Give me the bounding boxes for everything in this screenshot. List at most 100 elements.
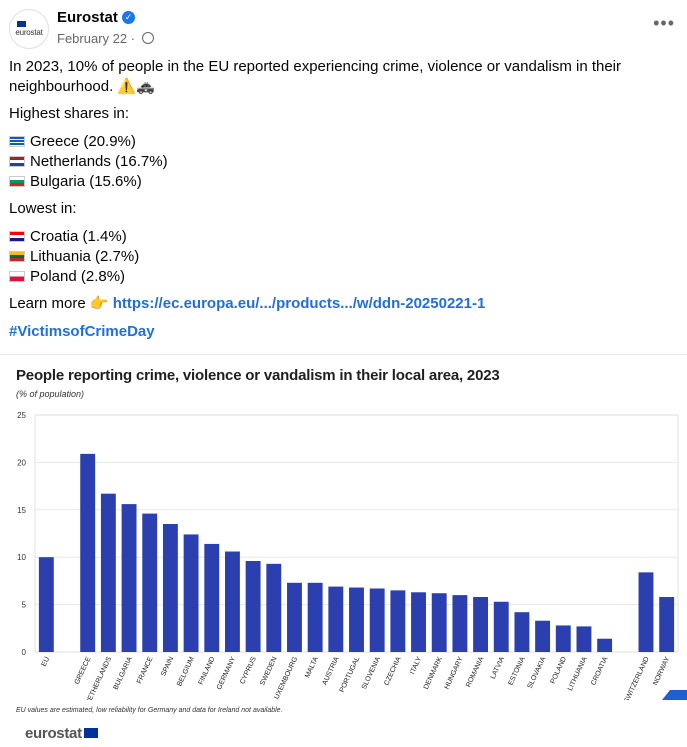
highest-item-label: Bulgaria (15.6%) [30, 173, 142, 190]
bar [411, 592, 426, 652]
bar [597, 638, 613, 652]
bar [473, 597, 489, 652]
bar [183, 534, 199, 652]
highest-item: Netherlands (16.7%) [9, 152, 168, 172]
lowest-label: Lowest in: [9, 200, 77, 217]
x-tick-label: LITHUANIA [567, 656, 589, 692]
x-tick-label: FRANCE [136, 656, 155, 685]
corner-ribbon-decoration [662, 690, 687, 700]
post-text: In 2023, 10% of people in the EU reporte… [9, 57, 669, 97]
x-tick-label: ESTONIA [507, 656, 526, 687]
bar [576, 626, 592, 652]
bar [659, 597, 675, 652]
post-header: eurostat Eurostat ✓ February 22 · ••• [0, 0, 687, 56]
bar [142, 513, 158, 652]
highest-item: Bulgaria (15.6%) [9, 172, 142, 192]
bar [100, 493, 116, 652]
croatia-flag-icon [9, 231, 25, 242]
greece-flag-icon [9, 136, 25, 147]
lowest-item-label: Lithuania (2.7%) [30, 248, 140, 265]
lithuania-flag-icon [9, 251, 25, 262]
chart-subtitle: (% of population) [16, 389, 85, 399]
chart-title: People reporting crime, violence or vand… [16, 367, 500, 384]
x-tick-label: CZECHIA [383, 656, 402, 687]
article-link[interactable]: https://ec.europa.eu/.../products.../w/d… [112, 295, 486, 312]
x-tick-label: ITALY [409, 656, 423, 676]
x-tick-label: BULGARIA [113, 656, 134, 691]
eu-flag-icon [83, 728, 98, 738]
eurostat-logo: eurostat [25, 725, 98, 742]
globe-icon [141, 32, 154, 44]
lowest-item: Croatia (1.4%) [9, 227, 127, 247]
highest-label: Highest shares in: [9, 105, 130, 122]
bar [307, 582, 323, 652]
x-tick-label: SLOVENIA [361, 656, 382, 691]
x-tick-label: EU [41, 656, 51, 668]
x-tick-label: AUSTRIA [321, 656, 340, 687]
post-date[interactable]: February 22 [57, 31, 128, 46]
bulgaria-flag-icon [9, 176, 25, 187]
x-tick-label: DENMARK [423, 656, 444, 691]
y-tick-label: 15 [17, 506, 26, 515]
bar [121, 504, 137, 652]
bar [514, 612, 530, 652]
lowest-item-label: Croatia (1.4%) [30, 228, 127, 245]
x-tick-label: SLOVAKIA [527, 656, 548, 690]
y-tick-label: 25 [17, 411, 26, 420]
verified-badge-icon: ✓ [122, 11, 135, 24]
bar [266, 563, 282, 652]
y-tick-label: 20 [17, 458, 26, 467]
brand-label: eurostat [25, 725, 82, 742]
x-tick-label: PORTUGAL [339, 656, 362, 694]
avatar-label: eurostat [15, 28, 43, 37]
chart-image[interactable]: People reporting crime, violence or vand… [0, 354, 687, 747]
x-tick-label: GREECE [74, 656, 93, 686]
y-tick-label: 0 [22, 648, 27, 657]
x-tick-label: FINLAND [198, 656, 217, 686]
meta-separator: · [130, 31, 136, 46]
bar [535, 620, 551, 652]
highest-item: Greece (20.9%) [9, 132, 136, 152]
lowest-item: Lithuania (2.7%) [9, 247, 139, 267]
bar [80, 453, 96, 652]
x-tick-label: SWITZERLAND [623, 656, 651, 700]
bar [555, 625, 571, 652]
post-meta: February 22 · [57, 31, 154, 46]
bar [245, 560, 261, 652]
x-tick-label: CROATIA [590, 656, 609, 687]
netherlands-flag-icon [9, 156, 25, 167]
x-tick-label: SWEDEN [259, 656, 278, 687]
bar [224, 551, 240, 652]
hashtag-link[interactable]: #VictimsofCrimeDay [9, 323, 155, 340]
x-tick-label: SPAIN [160, 656, 175, 678]
highest-item-label: Netherlands (16.7%) [30, 153, 168, 170]
learn-more-line: Learn more 👉 https://ec.europa.eu/.../pr… [9, 294, 485, 314]
lowest-item-label: Poland (2.8%) [30, 268, 126, 285]
lowest-item: Poland (2.8%) [9, 267, 125, 287]
more-options-button[interactable]: ••• [653, 13, 675, 33]
avatar[interactable]: eurostat [9, 9, 49, 49]
chart-note: EU values are estimated, low reliability… [16, 707, 283, 714]
bar [369, 588, 385, 652]
bar [349, 587, 364, 652]
bar [431, 593, 447, 652]
bar [328, 586, 344, 652]
bar [204, 543, 220, 652]
poland-flag-icon [9, 271, 25, 282]
x-tick-label: LATVIA [490, 656, 506, 681]
bar [390, 590, 406, 652]
x-tick-label: ROMANIA [465, 656, 485, 689]
x-tick-label: HUNGARY [444, 656, 465, 691]
learn-more-label: Learn more 👉 [9, 295, 109, 312]
bar [638, 572, 654, 652]
bar [493, 601, 509, 652]
x-tick-label: NORWAY [652, 656, 671, 687]
highest-item-label: Greece (20.9%) [30, 133, 136, 150]
x-tick-label: BELGIUM [176, 656, 196, 688]
y-tick-label: 5 [22, 601, 27, 610]
eu-flag-icon [16, 21, 26, 27]
author-name[interactable]: Eurostat [57, 9, 118, 26]
x-tick-label: GERMANY [216, 656, 237, 691]
